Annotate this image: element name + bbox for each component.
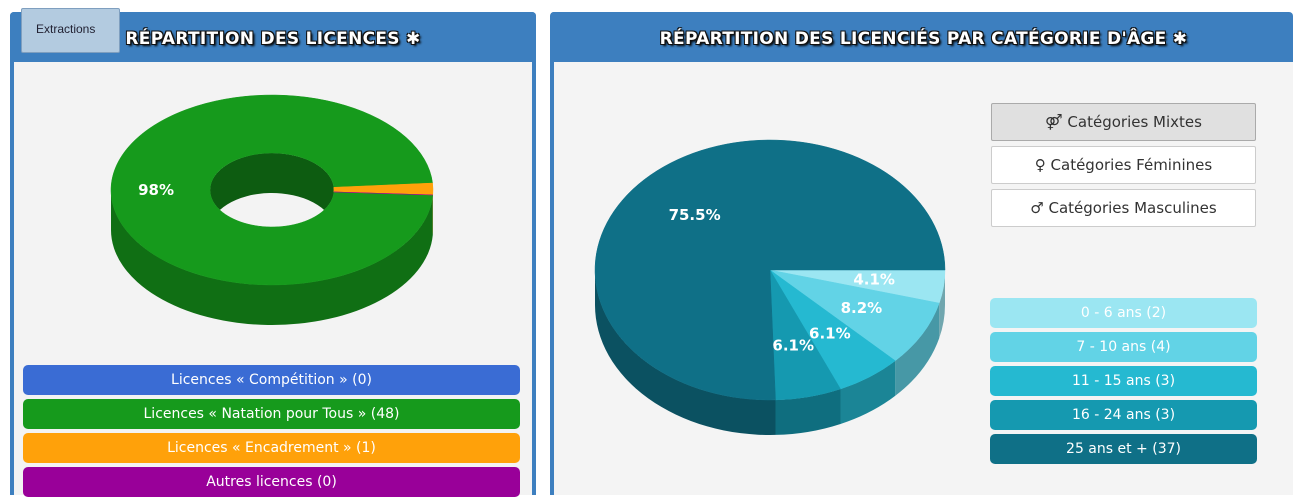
value-label: 8.2% bbox=[841, 299, 883, 317]
legend-item[interactable]: Licences « Natation pour Tous » (48) bbox=[23, 399, 520, 429]
legend-item[interactable]: 11 - 15 ans (3) bbox=[990, 366, 1257, 396]
value-label: 4.1% bbox=[853, 271, 895, 289]
legend-item[interactable]: 16 - 24 ans (3) bbox=[990, 400, 1257, 430]
value-label: 75.5% bbox=[669, 206, 721, 224]
legend-item[interactable]: 7 - 10 ans (4) bbox=[990, 332, 1257, 362]
value-label: 98% bbox=[138, 181, 174, 199]
filter-button[interactable]: ♀ Catégories Féminines bbox=[991, 146, 1256, 184]
legend-item[interactable]: 0 - 6 ans (2) bbox=[990, 298, 1257, 328]
extractions-button[interactable]: Extractions bbox=[21, 8, 120, 53]
value-label: 6.1% bbox=[809, 325, 851, 343]
legend-item[interactable]: Licences « Encadrement » (1) bbox=[23, 433, 520, 463]
legend-item[interactable]: Licences « Compétition » (0) bbox=[23, 365, 520, 395]
filter-button[interactable]: ⚤ Catégories Mixtes bbox=[991, 103, 1256, 141]
value-label: 6.1% bbox=[772, 337, 814, 355]
legend-item[interactable]: Autres licences (0) bbox=[23, 467, 520, 497]
legend-item[interactable]: 25 ans et + (37) bbox=[990, 434, 1257, 464]
filter-button[interactable]: ♂ Catégories Masculines bbox=[991, 189, 1256, 227]
